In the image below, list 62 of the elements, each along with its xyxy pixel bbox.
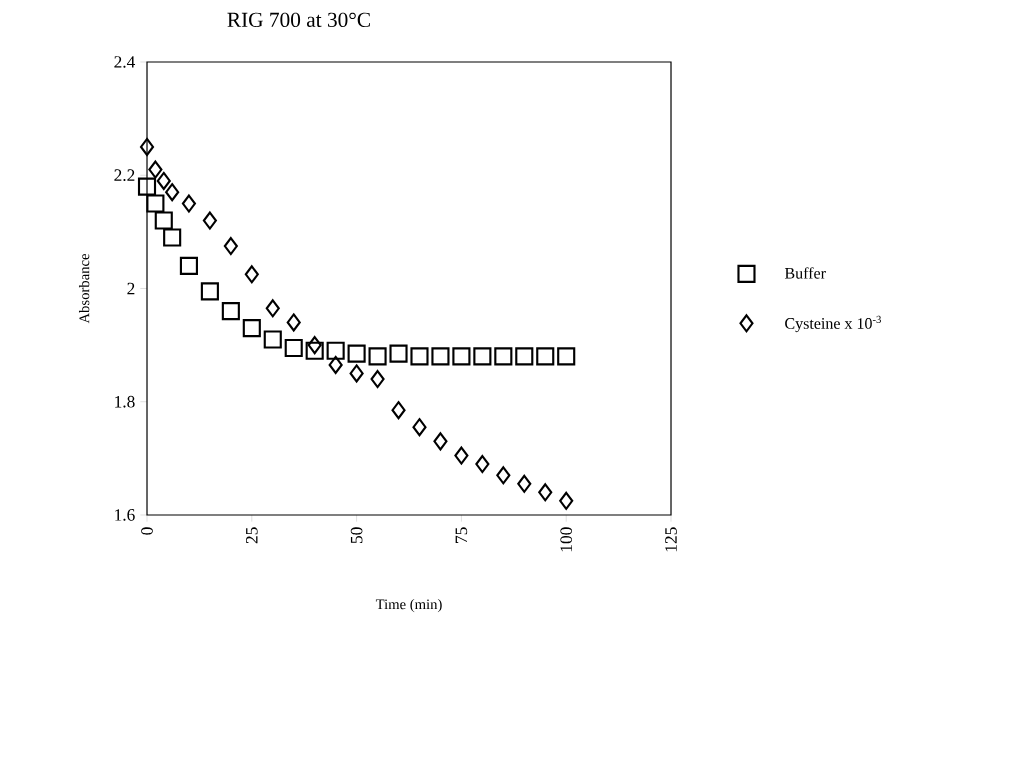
point: [284, 338, 303, 358]
x-tick-label: 50: [350, 527, 363, 544]
point: [181, 194, 196, 213]
point: [200, 282, 219, 301]
point: [473, 347, 492, 366]
point: [557, 347, 576, 366]
point: [265, 299, 280, 318]
point: [139, 137, 155, 156]
point: [328, 355, 343, 374]
point: [221, 302, 240, 321]
point: [223, 236, 238, 256]
point: [370, 370, 385, 389]
x-tick-label: 75: [455, 527, 468, 543]
point: [307, 336, 322, 355]
y-tick-label: 2.4: [114, 56, 136, 68]
point: [536, 347, 555, 366]
legend-label: Buffer: [784, 267, 826, 279]
point: [242, 319, 261, 338]
point: [154, 211, 173, 230]
point: [349, 364, 364, 383]
point: [263, 330, 282, 349]
chart-title: RIG 700 at 30°C: [227, 12, 370, 28]
legend-label: Cysteine x 10$^{-3}$: [785, 315, 881, 333]
point: [433, 432, 448, 451]
y-tick-label: 1.8: [115, 395, 135, 408]
point: [410, 347, 429, 366]
point: [286, 313, 301, 332]
point: [515, 347, 534, 366]
point: [496, 466, 511, 485]
point: [165, 183, 180, 202]
point: [475, 454, 490, 474]
x-axis-title: Time (min): [375, 598, 442, 613]
point: [163, 228, 182, 247]
point: [412, 418, 427, 437]
x-tick-label: 125: [665, 527, 677, 552]
point: [156, 171, 171, 190]
point: [494, 347, 513, 366]
y-axis-title: Absorbance: [78, 253, 90, 324]
point: [326, 341, 345, 360]
point: [244, 265, 259, 284]
x-tick-label: 25: [245, 527, 258, 544]
point: [389, 344, 408, 363]
point: [559, 491, 574, 510]
point: [347, 344, 366, 363]
y-tick-label: 2.2: [114, 169, 135, 182]
y-tick-label: 2: [127, 282, 135, 295]
point: [538, 483, 553, 502]
point: [148, 160, 163, 179]
point: [137, 177, 157, 196]
point: [391, 401, 406, 420]
point: [454, 446, 469, 465]
point: [368, 347, 387, 366]
point: [146, 194, 165, 213]
point: [517, 474, 532, 493]
point: [305, 341, 324, 360]
x-tick-label: 100: [560, 527, 573, 552]
y-tick-label: 1.6: [115, 509, 135, 521]
point: [431, 347, 450, 366]
x-tick-label: 0: [141, 527, 153, 535]
point: [202, 211, 217, 230]
point: [179, 256, 198, 275]
point: [452, 347, 471, 366]
